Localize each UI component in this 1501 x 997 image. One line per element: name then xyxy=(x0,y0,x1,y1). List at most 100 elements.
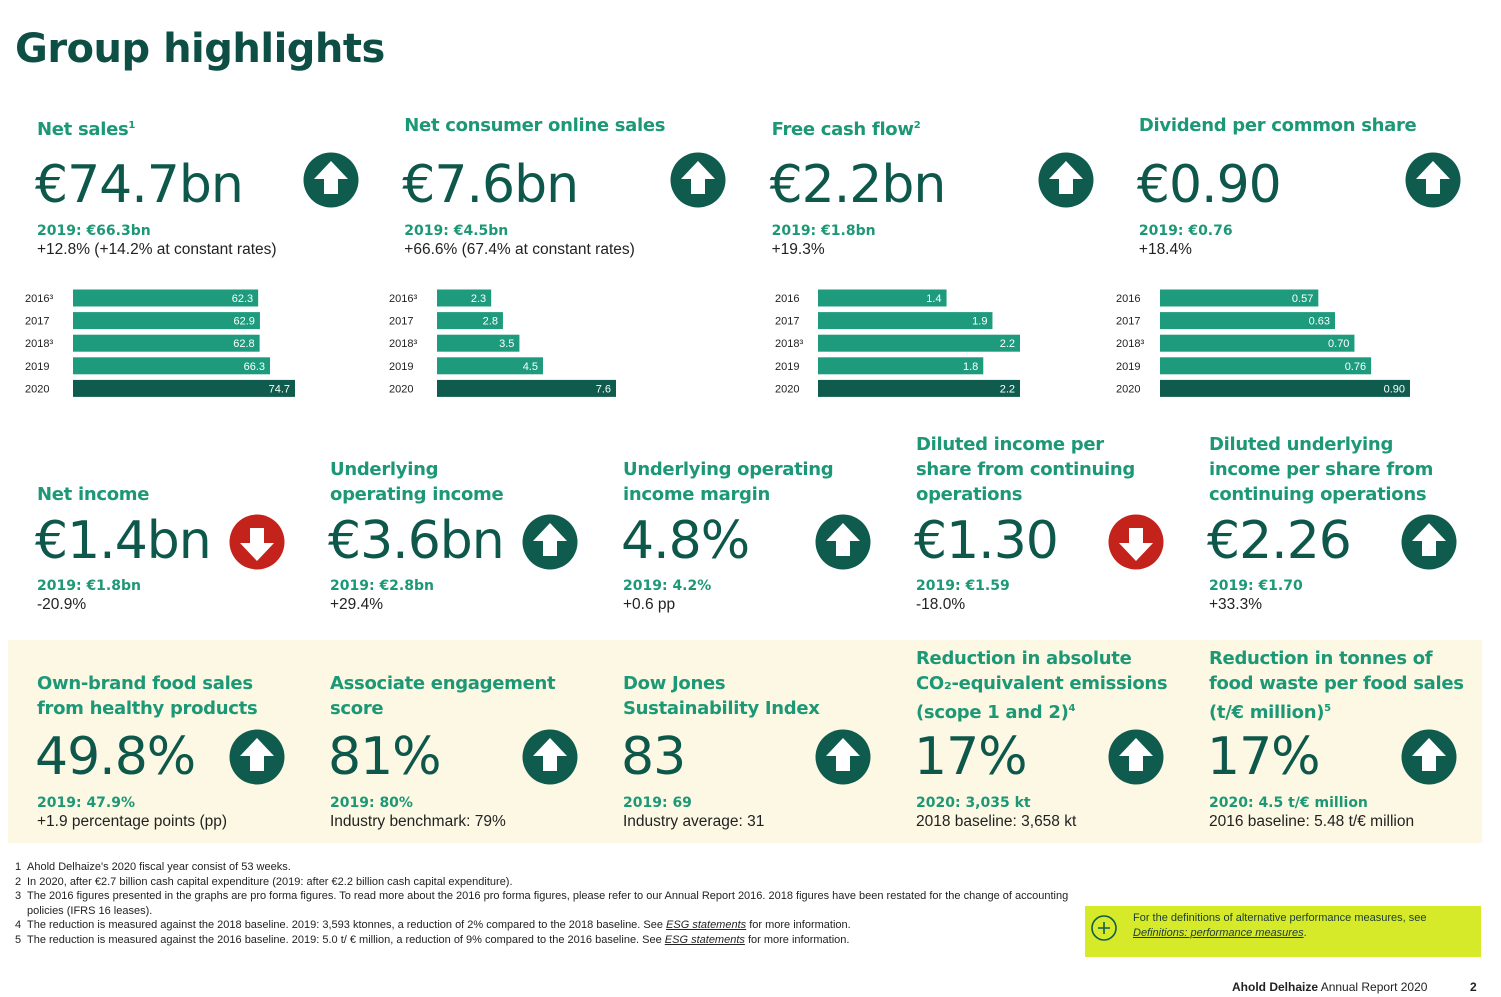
bar xyxy=(73,379,295,397)
footnote-body: The reduction is measured against the 20… xyxy=(27,919,667,931)
kpi-label: score xyxy=(330,698,384,719)
footnote-link[interactable]: ESG statements xyxy=(664,933,745,946)
footnote: 5 The reduction is measured against the 2… xyxy=(15,933,1075,948)
category-label: 2018³ xyxy=(775,338,803,350)
bar xyxy=(437,312,503,330)
category-label: 2018³ xyxy=(25,338,53,350)
kpi-prior: 2019: 80% xyxy=(330,795,413,811)
bar-value-label: 62.3 xyxy=(232,293,253,305)
trend-arrow xyxy=(681,161,716,194)
bar-value-label: 0.76 xyxy=(1345,361,1366,373)
footnote-ref: 2 xyxy=(913,120,921,131)
kpi-label: Dow Jones xyxy=(623,673,726,694)
kpi-change: +19.3% xyxy=(771,241,825,258)
footnote-ref: 5 xyxy=(1324,703,1331,714)
kpi-label: Underlying operating xyxy=(623,459,834,480)
footnote-link[interactable]: ESG statements xyxy=(666,919,747,931)
footnote-ref: 4 xyxy=(1068,703,1076,714)
kpi-label: continuing operations xyxy=(1209,484,1427,505)
note-text: For the definitions of alternative perfo… xyxy=(1133,911,1453,940)
bar xyxy=(1160,312,1335,330)
category-label: 2020 xyxy=(389,383,413,395)
kpi-label: Dividend per common share xyxy=(1138,115,1417,136)
note-tail: . xyxy=(1303,926,1307,939)
bar-value-label: 66.3 xyxy=(244,361,265,373)
bar-chart: 2016³ 2.3 2017 2.8 2018³ 3.5 2019 4.5 2020 7.6 xyxy=(389,289,616,397)
kpi-label: Net sales1 xyxy=(37,119,136,140)
plus-icon xyxy=(1091,915,1117,941)
kpi-value: €7.6bn xyxy=(402,155,579,215)
bar xyxy=(437,334,520,352)
kpi-label: Net income xyxy=(37,484,150,505)
kpi-change: +1.9 percentage points (pp) xyxy=(37,813,228,830)
trend-arrow xyxy=(1412,738,1446,771)
footer-report: Annual Report 2020 xyxy=(1318,980,1428,994)
category-label: 2019 xyxy=(775,361,799,373)
trend-arrow xyxy=(1119,528,1153,561)
bar-chart: 2016³ 62.3 2017 62.9 2018³ 62.8 2019 66.3 2020 74… xyxy=(25,289,295,397)
bar-value-label: 0.90 xyxy=(1384,383,1405,395)
trend-icon xyxy=(522,514,578,570)
bar-value-label: 2.2 xyxy=(1000,383,1015,395)
bar xyxy=(73,312,260,330)
footer-company: Ahold Delhaize xyxy=(1232,980,1319,994)
kpi-prior: 2019: 47.9% xyxy=(37,795,136,811)
kpi-label: food waste per food sales xyxy=(1209,673,1464,694)
trend-icon xyxy=(1401,514,1457,570)
trend-arrow xyxy=(314,161,348,194)
kpi-label: operating income xyxy=(330,484,504,505)
kpi-prior: 2019: €4.5bn xyxy=(404,223,509,239)
footnote-text: The reduction is measured against the 20… xyxy=(27,918,851,933)
plus-circle xyxy=(1091,915,1117,941)
bar-value-label: 0.57 xyxy=(1292,293,1313,305)
note-body: For the definitions of alternative perfo… xyxy=(1133,912,1427,924)
kpi-label: (scope 1 and 2)4 xyxy=(916,702,1076,723)
footnote-tail: for more information. xyxy=(746,919,851,931)
footnote-number: 3 xyxy=(15,890,22,902)
kpi-label: (t/€ million)5 xyxy=(1209,702,1331,723)
category-label: 2019 xyxy=(25,361,49,373)
kpi-value: €1.4bn xyxy=(35,511,212,571)
bar-value-label: 62.9 xyxy=(234,316,255,328)
plus-sign xyxy=(1098,922,1110,934)
trend-arrow xyxy=(1415,161,1450,194)
kpi-label: income per share from xyxy=(1209,459,1434,480)
trend-icon xyxy=(1108,514,1164,570)
bar-value-label: 3.5 xyxy=(499,338,514,350)
trend-icon xyxy=(815,514,871,570)
trend-icon xyxy=(303,152,359,208)
kpi-change: +33.3% xyxy=(1209,596,1263,613)
kpi-change: +29.4% xyxy=(330,596,384,613)
kpi-prior: 2019: 4.2% xyxy=(623,578,712,594)
bar xyxy=(437,357,543,375)
kpi-change: Industry benchmark: 79% xyxy=(330,813,506,830)
footnote-text: In 2020, after €2.7 billion cash capital… xyxy=(27,875,513,890)
kpi-prior: 2019: €1.59 xyxy=(916,578,1010,594)
bar-value-label: 0.63 xyxy=(1309,316,1330,328)
kpi-label: Sustainability Index xyxy=(623,698,820,719)
bar xyxy=(818,312,993,330)
note-link[interactable]: Definitions: performance measures xyxy=(1133,926,1304,939)
definitions-note: For the definitions of alternative perfo… xyxy=(1085,906,1481,957)
kpi-change: 2016 baseline: 5.48 t/€ million xyxy=(1209,813,1415,830)
footnote-number: 1 xyxy=(15,861,22,873)
footnote-text: Ahold Delhaize's 2020 fiscal year consis… xyxy=(27,860,291,875)
kpi-prior: 2019: €0.76 xyxy=(1138,223,1233,239)
kpi-label: Free cash flow2 xyxy=(771,119,921,140)
kpi-prior: 2019: €1.8bn xyxy=(37,578,141,594)
footer: Ahold Delhaize Annual Report 2020 xyxy=(1232,980,1427,994)
footnote-number: 2 xyxy=(15,875,22,888)
bar xyxy=(437,289,492,307)
kpi-label: Net consumer online sales xyxy=(404,115,666,136)
footnote-body: The 2016 figures presented in the graphs… xyxy=(27,890,1069,917)
trend-arrow xyxy=(533,523,567,556)
category-label: 2016 xyxy=(1116,293,1140,305)
kpi-value: €0.90 xyxy=(1136,155,1282,215)
trend-arrow xyxy=(826,523,860,556)
bar-value-label: 1.4 xyxy=(926,293,941,305)
footnote-text: The reduction is measured against the 20… xyxy=(27,933,849,948)
kpi-change: +0.6 pp xyxy=(623,596,676,613)
kpi-value: 4.8% xyxy=(621,511,750,571)
trend-icon xyxy=(815,729,871,785)
kpi-value: €74.7bn xyxy=(35,155,244,215)
